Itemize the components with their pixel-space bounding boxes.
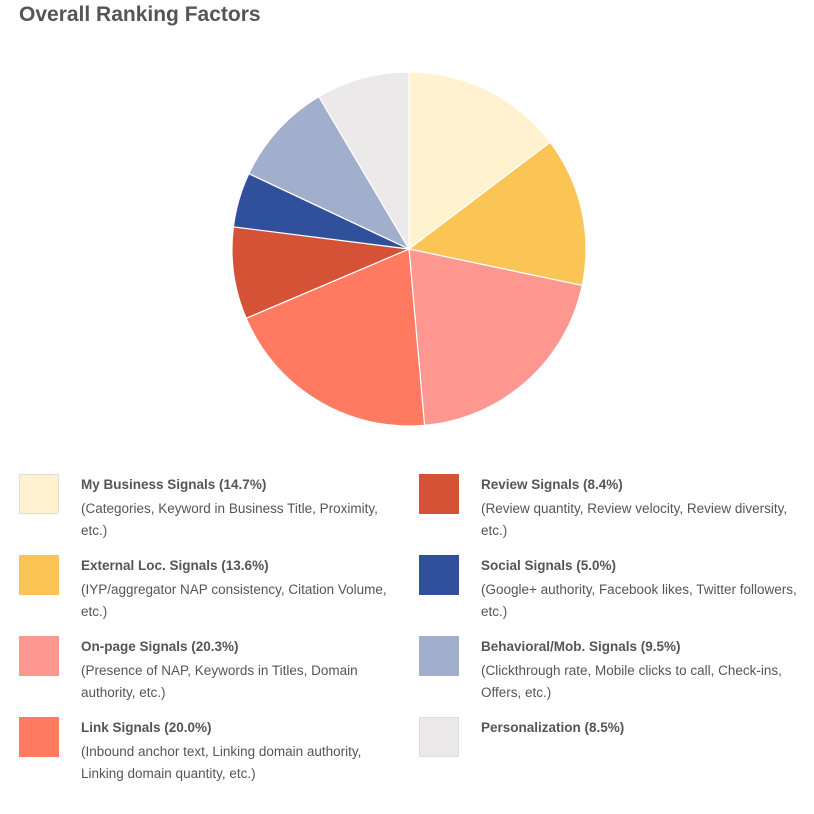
pie-chart [231,71,587,427]
legend-description: (Presence of NAP, Keywords in Titles, Do… [81,663,358,700]
legend-description: (Review quantity, Review velocity, Revie… [481,501,788,538]
legend-item-external-loc-signals: External Loc. Signals (13.6%) (IYP/aggre… [19,555,409,635]
pie-slice-behavioral-mob-signals [248,95,411,251]
legend-swatch [419,636,459,676]
legend-swatch [19,555,59,595]
legend-label: Behavioral/Mob. Signals (9.5%) [481,639,681,654]
legend-label: Review Signals (8.4%) [481,477,623,492]
legend-label: Personalization (8.5%) [481,720,625,735]
legend-item-social-signals: Social Signals (5.0%) (Google+ authority… [419,555,809,635]
legend-description: (Clickthrough rate, Mobile clicks to cal… [481,663,782,700]
legend-label: My Business Signals (14.7%) [81,477,267,492]
pie-slice-link-signals [245,248,426,427]
legend-label: Link Signals (20.0%) [81,720,212,735]
legend-swatch [19,717,59,757]
legend-item-link-signals: Link Signals (20.0%) (Inbound anchor tex… [19,717,409,797]
legend-description: (IYP/aggregator NAP consistency, Citatio… [81,582,387,619]
legend-label: External Loc. Signals (13.6%) [81,558,269,573]
pie-slice-my-business-signals [408,71,552,251]
legend-item-my-business-signals: My Business Signals (14.7%) (Categories,… [19,474,409,554]
pie-slice-on-page-signals [408,248,583,426]
legend-item-personalization: Personalization (8.5%) [419,717,809,797]
legend-label: On-page Signals (20.3%) [81,639,239,654]
legend-swatch [419,474,459,514]
legend-swatch [19,474,59,514]
legend-item-review-signals: Review Signals (8.4%) (Review quantity, … [419,474,809,554]
legend-label: Social Signals (5.0%) [481,558,617,573]
legend-swatch [419,717,459,757]
legend-description: (Inbound anchor text, Linking domain aut… [81,744,362,781]
legend-swatch [19,636,59,676]
chart-title: Overall Ranking Factors [19,3,261,26]
pie-slice-review-signals [231,226,412,320]
legend-swatch [419,555,459,595]
pie-slice-external-loc-signals [407,141,587,287]
legend-description: (Google+ authority, Facebook likes, Twit… [481,582,797,619]
legend-item-behavioral-mob-signals: Behavioral/Mob. Signals (9.5%) (Clickthr… [419,636,809,716]
legend-description: (Categories, Keyword in Business Title, … [81,501,378,538]
pie-slice-personalization [318,71,410,252]
legend-item-on-page-signals: On-page Signals (20.3%) (Presence of NAP… [19,636,409,716]
